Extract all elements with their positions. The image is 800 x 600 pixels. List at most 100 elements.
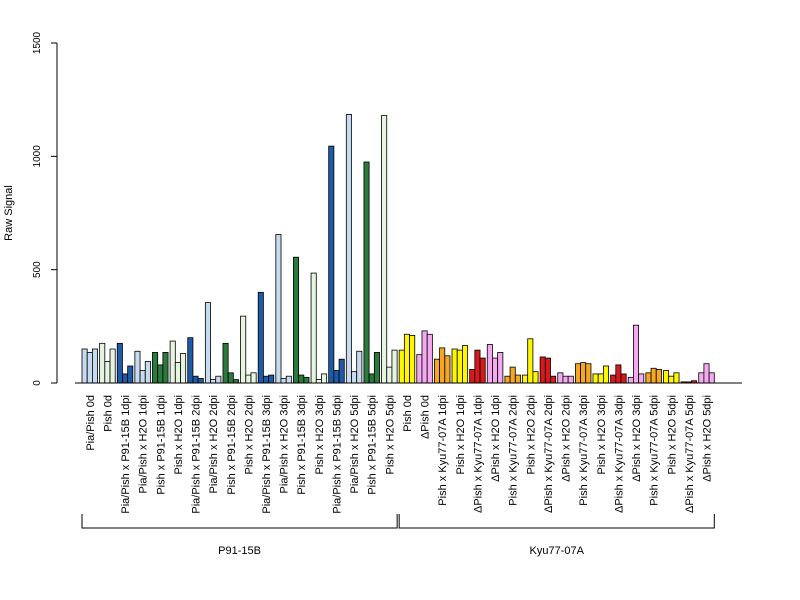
group-label: Kyu77-07A	[530, 545, 585, 557]
bar	[398, 349, 405, 384]
bar	[592, 373, 599, 384]
bar	[310, 272, 317, 384]
bar	[192, 375, 199, 384]
x-labels: Pia/Pish 0d Pish 0d Pia/Pish x P91-15B 1dp…	[85, 395, 714, 514]
bar	[633, 324, 640, 384]
x-tick-label: Pish x Kyu77-07A 2dpi	[508, 395, 520, 506]
bar	[439, 347, 446, 384]
bar	[303, 376, 310, 384]
bar	[280, 378, 287, 384]
bar	[597, 373, 604, 384]
bar	[86, 351, 93, 384]
bar	[315, 379, 322, 384]
x-tick-label: Pish x P91-15B 2dpi	[226, 395, 238, 495]
x-tick-label: Pish x Kyu77-07A 3dpi	[578, 395, 590, 506]
bar	[479, 357, 486, 384]
bar	[492, 357, 499, 384]
x-tick-label: Pia/Pish x H2O 3dpi	[279, 395, 291, 493]
bar	[550, 375, 557, 384]
bar	[655, 368, 662, 384]
bar	[174, 362, 181, 384]
bar	[615, 364, 622, 384]
bar	[539, 356, 546, 384]
bar	[204, 302, 211, 384]
x-tick-label: Pish x Kyu77-07A 1dpi	[437, 395, 449, 506]
x-tick-label: Pish x H2O 2dpi	[243, 395, 255, 474]
bar	[504, 375, 511, 384]
x-tick-label: Pia/Pish x P91-15B 5dpi	[331, 395, 343, 514]
group-bracket	[81, 514, 398, 529]
x-tick-label: Pish x H2O 1dpi	[455, 395, 467, 474]
bar	[580, 362, 587, 384]
x-tick-label: Pia/Pish x P91-15B 1dpi	[120, 395, 132, 514]
bar	[92, 348, 99, 384]
x-tick-label: ΔPish x H2O 5dpi	[702, 395, 714, 482]
x-tick-label: Pish x H2O 3dpi	[314, 395, 326, 474]
bar	[403, 333, 410, 384]
bar	[585, 363, 592, 384]
bar	[222, 342, 229, 384]
bar	[421, 330, 428, 384]
bar	[373, 351, 380, 384]
x-tick-label: Pia/Pish x P91-15B 3dpi	[261, 395, 273, 514]
bar	[127, 365, 134, 384]
bar	[574, 363, 581, 384]
bar	[356, 350, 363, 384]
bar	[321, 373, 328, 384]
x-tick-label: Pia/Pish x H2O 2dpi	[208, 395, 220, 493]
bar	[527, 338, 534, 384]
bar	[109, 348, 116, 384]
bar	[81, 348, 88, 384]
x-tick-label: Pish x H2O 2dpi	[525, 395, 537, 474]
bar	[650, 367, 657, 384]
x-tick-label: Pia/Pish x H2O 1dpi	[138, 395, 150, 493]
x-tick-label: Pish x H2O 5dpi	[384, 395, 396, 474]
bar	[197, 378, 204, 384]
bar	[462, 345, 469, 384]
x-tick-label: ΔPish x Kyu77-07A 2dpi	[543, 395, 555, 513]
x-tick-label: Pia/Pish x H2O 5dpi	[349, 395, 361, 493]
x-tick-label: Pia/Pish x P91-15B 2dpi	[191, 395, 203, 514]
bar	[610, 374, 617, 384]
x-tick-label: Pish x H2O 5dpi	[666, 395, 678, 474]
bar	[187, 337, 194, 384]
bar	[363, 161, 370, 384]
bar	[232, 379, 239, 384]
bar	[557, 372, 564, 384]
bar	[602, 365, 609, 384]
bar	[409, 334, 416, 384]
bar	[673, 372, 680, 384]
x-tick-label: Pish x H2O 1dpi	[173, 395, 185, 474]
y-axis: 0 500 1000 1500	[32, 31, 58, 386]
bar	[144, 361, 151, 384]
x-tick-label: ΔPish x H2O 1dpi	[490, 395, 502, 482]
x-tick-label: Pish x H2O 3dpi	[596, 395, 608, 474]
bar	[240, 315, 247, 384]
x-tick-label: ΔPish x H2O 2dpi	[561, 395, 573, 482]
bar	[456, 349, 463, 384]
bar	[122, 373, 129, 384]
bar	[497, 351, 504, 384]
x-tick-label: ΔPish x Kyu77-07A 5dpi	[684, 395, 696, 513]
bar	[333, 370, 340, 384]
bar	[245, 374, 252, 384]
bar	[668, 375, 675, 384]
x-tick-label: Pish 0d	[102, 395, 114, 432]
y-tick-label: 500	[32, 261, 43, 278]
bar	[486, 344, 493, 384]
bar	[152, 351, 159, 384]
bar	[627, 376, 634, 384]
x-tick-label: Pish x Kyu77-07A 5dpi	[649, 395, 661, 506]
bar	[532, 371, 539, 384]
x-tick-label: Pish x P91-15B 5dpi	[367, 395, 379, 495]
bar	[645, 372, 652, 384]
bar	[99, 342, 106, 384]
bar	[444, 355, 451, 384]
bar	[227, 372, 234, 384]
bar	[162, 351, 169, 384]
bar	[351, 371, 358, 384]
bar	[544, 357, 551, 384]
bar	[703, 363, 710, 384]
bar	[638, 373, 645, 384]
bar	[134, 350, 141, 384]
